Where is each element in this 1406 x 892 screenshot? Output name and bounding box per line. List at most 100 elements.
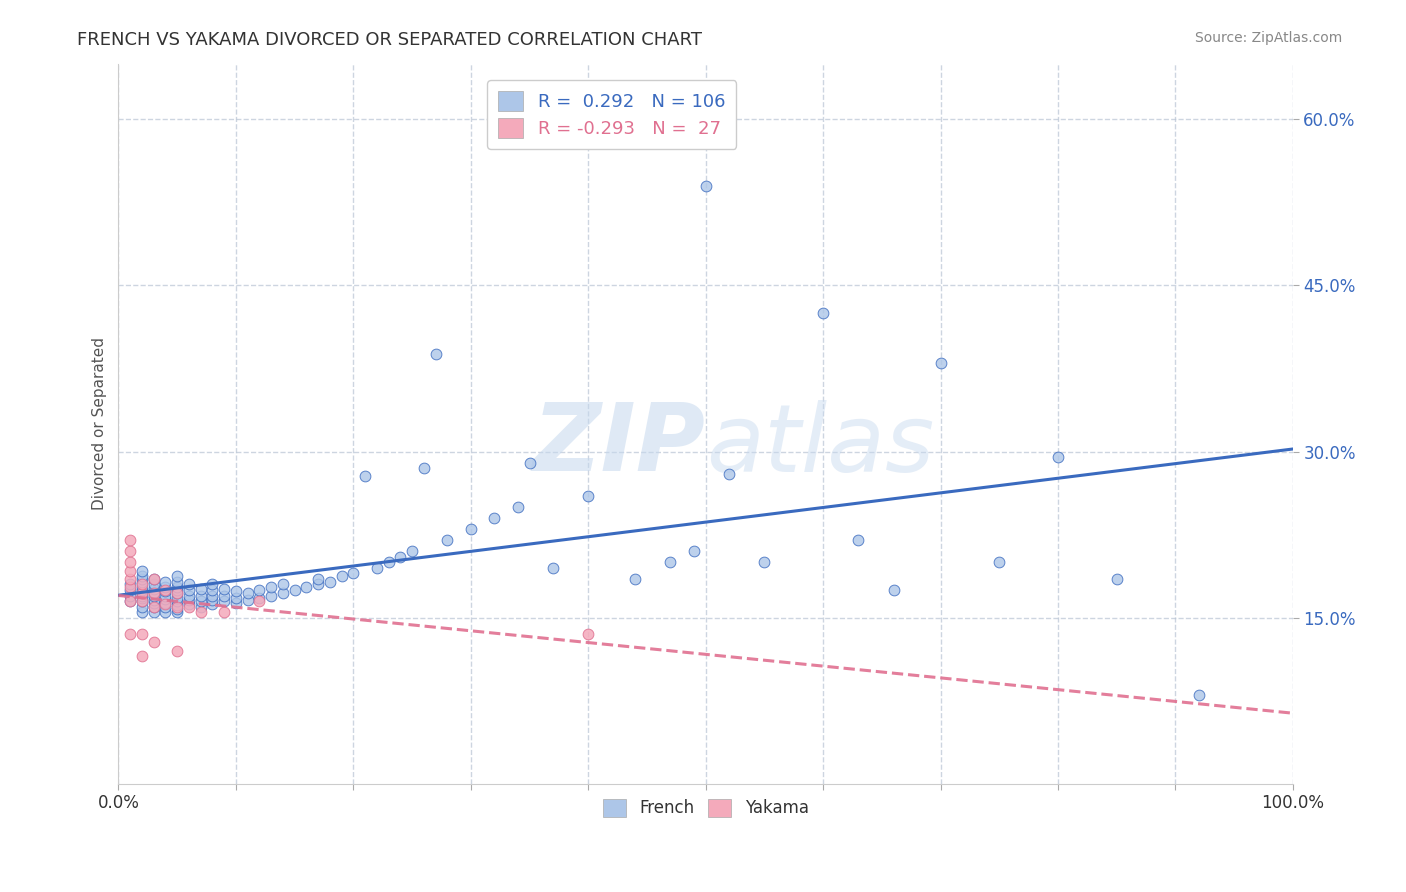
Point: [131, 580, 153, 594]
Point: [155, 575, 177, 590]
Point: [131, 594, 153, 608]
Point: [131, 568, 153, 582]
Point: [307, 577, 329, 591]
Point: [366, 561, 388, 575]
Point: [142, 635, 165, 649]
Point: [295, 580, 318, 594]
Point: [484, 511, 506, 525]
Point: [319, 575, 342, 590]
Point: [131, 582, 153, 597]
Point: [883, 582, 905, 597]
Point: [131, 605, 153, 619]
Point: [225, 596, 247, 610]
Point: [201, 582, 224, 597]
Point: [177, 589, 200, 603]
Point: [190, 599, 212, 614]
Point: [120, 582, 142, 597]
Point: [155, 598, 177, 612]
Point: [576, 489, 599, 503]
Point: [131, 627, 153, 641]
Point: [190, 589, 212, 603]
Point: [506, 500, 529, 514]
Point: [225, 584, 247, 599]
Point: [131, 575, 153, 590]
Point: [120, 555, 142, 569]
Point: [212, 605, 235, 619]
Point: [177, 577, 200, 591]
Point: [1105, 572, 1128, 586]
Point: [155, 599, 177, 614]
Point: [177, 582, 200, 597]
Point: [177, 593, 200, 607]
Point: [166, 586, 188, 600]
Point: [142, 599, 165, 614]
Point: [1047, 450, 1070, 464]
Point: [190, 594, 212, 608]
Point: [811, 306, 834, 320]
Point: [271, 586, 294, 600]
Point: [166, 568, 188, 582]
Legend: French, Yakama: French, Yakama: [595, 790, 817, 826]
Point: [166, 580, 188, 594]
Point: [155, 584, 177, 599]
Point: [131, 594, 153, 608]
Point: [377, 555, 399, 569]
Point: [212, 582, 235, 596]
Point: [236, 586, 259, 600]
Point: [576, 627, 599, 641]
Point: [142, 589, 165, 603]
Point: [624, 572, 647, 586]
Point: [201, 593, 224, 607]
Y-axis label: Divorced or Separated: Divorced or Separated: [93, 337, 107, 510]
Point: [225, 591, 247, 605]
Point: [131, 591, 153, 605]
Point: [354, 469, 377, 483]
Point: [247, 594, 270, 608]
Point: [460, 522, 482, 536]
Point: [260, 580, 283, 594]
Point: [155, 580, 177, 594]
Point: [131, 564, 153, 578]
Text: FRENCH VS YAKAMA DIVORCED OR SEPARATED CORRELATION CHART: FRENCH VS YAKAMA DIVORCED OR SEPARATED C…: [77, 31, 703, 49]
Point: [120, 594, 142, 608]
Point: [1188, 688, 1211, 702]
Point: [131, 586, 153, 600]
Point: [142, 605, 165, 619]
Point: [683, 544, 706, 558]
Point: [201, 577, 224, 591]
Text: atlas: atlas: [706, 400, 934, 491]
Point: [155, 582, 177, 597]
Point: [166, 591, 188, 605]
Point: [166, 644, 188, 658]
Point: [166, 602, 188, 616]
Point: [247, 582, 270, 597]
Point: [401, 544, 423, 558]
Point: [436, 533, 458, 548]
Point: [155, 589, 177, 603]
Point: [120, 627, 142, 641]
Point: [988, 555, 1011, 569]
Point: [695, 178, 717, 193]
Point: [142, 596, 165, 610]
Point: [120, 589, 142, 603]
Point: [142, 593, 165, 607]
Text: Source: ZipAtlas.com: Source: ZipAtlas.com: [1195, 31, 1343, 45]
Point: [120, 580, 142, 594]
Text: ZIP: ZIP: [533, 400, 706, 491]
Point: [142, 572, 165, 586]
Point: [166, 575, 188, 590]
Point: [330, 568, 353, 582]
Point: [519, 456, 541, 470]
Point: [155, 605, 177, 619]
Point: [120, 533, 142, 548]
Point: [929, 356, 952, 370]
Point: [142, 582, 165, 596]
Point: [131, 586, 153, 600]
Point: [131, 599, 153, 614]
Point: [201, 598, 224, 612]
Point: [166, 599, 188, 614]
Point: [166, 594, 188, 608]
Point: [120, 544, 142, 558]
Point: [190, 582, 212, 596]
Point: [120, 577, 142, 591]
